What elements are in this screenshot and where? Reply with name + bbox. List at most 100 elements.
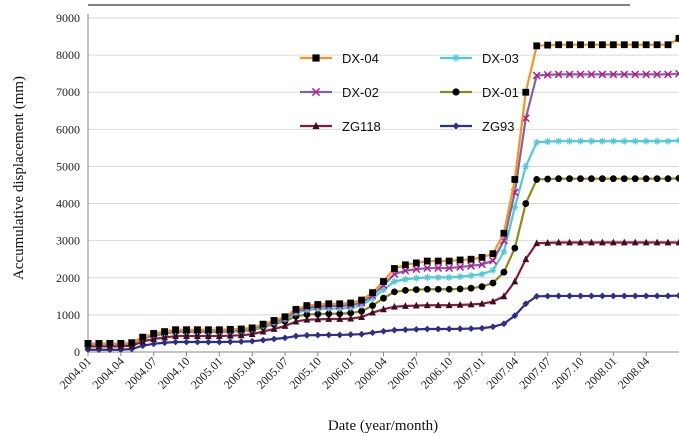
- x-tick-label: 2008.01: [582, 354, 619, 391]
- data-point: [423, 301, 431, 309]
- data-point: [675, 292, 679, 299]
- data-point: [215, 338, 223, 346]
- data-point: [401, 326, 409, 334]
- data-point: [183, 326, 190, 334]
- legend-entry: DX-03: [440, 51, 519, 66]
- data-point: [631, 137, 639, 145]
- data-point: [642, 70, 651, 79]
- legend-marker: [312, 54, 320, 62]
- data-point: [183, 332, 190, 339]
- y-tick-label: 8000: [56, 48, 80, 62]
- data-point: [150, 340, 158, 348]
- data-point: [314, 301, 322, 308]
- data-point: [489, 256, 497, 265]
- legend-label: ZG118: [342, 119, 381, 134]
- data-point: [303, 306, 311, 314]
- data-point: [620, 137, 628, 145]
- y-tick-label: 1000: [56, 308, 80, 322]
- data-point: [117, 340, 125, 347]
- data-point: [237, 331, 245, 339]
- data-point: [445, 264, 454, 273]
- data-point: [566, 292, 573, 300]
- data-point: [106, 340, 114, 347]
- data-point: [566, 238, 573, 246]
- legend-label: ZG93: [482, 119, 515, 134]
- data-point: [533, 239, 541, 247]
- data-point: [215, 332, 223, 339]
- data-point: [577, 292, 584, 300]
- data-point: [642, 137, 650, 145]
- legend: DX-04 DX-03 DX-02 DX-01 ZG118 ZG93: [300, 51, 519, 134]
- data-point: [358, 313, 366, 321]
- data-point: [598, 41, 606, 49]
- data-point: [161, 328, 169, 335]
- data-point: [467, 300, 475, 308]
- x-tick-label: 2007.01: [451, 354, 488, 391]
- data-point: [511, 277, 519, 285]
- data-point: [532, 71, 541, 80]
- data-point: [522, 88, 530, 96]
- data-point: [598, 238, 606, 246]
- data-point: [511, 176, 519, 183]
- x-tick-label: 2007.10: [549, 354, 586, 391]
- data-point: [423, 325, 431, 333]
- data-point: [664, 41, 672, 49]
- data-point: [478, 260, 486, 269]
- data-point: [576, 70, 585, 79]
- data-point: [609, 292, 617, 300]
- x-tick-label: 2004.10: [155, 354, 192, 391]
- data-point: [500, 320, 508, 328]
- data-point: [620, 41, 628, 49]
- legend-marker: [452, 122, 460, 130]
- data-point: [434, 257, 442, 265]
- data-point: [631, 292, 639, 300]
- series-line: [88, 72, 679, 345]
- data-point: [226, 338, 234, 346]
- data-point: [369, 289, 376, 297]
- data-point: [204, 338, 212, 346]
- data-point: [664, 70, 672, 79]
- data-point: [226, 325, 234, 333]
- data-point: [664, 137, 672, 145]
- data-point: [237, 325, 245, 333]
- data-point: [128, 339, 136, 347]
- x-tick-label: 2005.04: [221, 354, 258, 391]
- data-point: [664, 238, 672, 246]
- data-point: [511, 244, 519, 252]
- data-point: [544, 292, 552, 300]
- data-point: [391, 302, 398, 310]
- data-point: [555, 175, 563, 183]
- legend-label: DX-03: [482, 51, 519, 66]
- data-point: [566, 41, 573, 49]
- data-point: [391, 265, 398, 272]
- data-point: [248, 337, 256, 345]
- x-tick-label: 2005.07: [254, 354, 291, 391]
- x-tick-label: 2006.04: [352, 354, 389, 391]
- data-point: [554, 70, 563, 79]
- data-point: [303, 315, 311, 323]
- data-point: [347, 304, 355, 312]
- x-tick-labels: 2004.012004.042004.072004.102005.012005.…: [57, 352, 652, 392]
- data-point: [653, 137, 661, 145]
- data-point: [314, 310, 322, 318]
- data-point: [401, 302, 409, 309]
- data-point: [609, 70, 618, 79]
- data-point: [588, 41, 595, 49]
- data-point: [478, 299, 486, 307]
- data-point: [347, 314, 355, 322]
- data-point: [598, 70, 607, 79]
- data-point: [226, 331, 234, 339]
- legend-entry: DX-02: [300, 85, 379, 100]
- data-point: [598, 292, 606, 300]
- data-point: [401, 286, 409, 294]
- legend-entry: ZG118: [300, 119, 381, 134]
- x-tick-label: 2004.07: [122, 354, 159, 391]
- y-tick-label: 0: [74, 345, 80, 359]
- data-point: [478, 253, 486, 261]
- data-point: [445, 274, 453, 281]
- data-point: [642, 292, 650, 300]
- data-point: [544, 175, 552, 183]
- data-point: [522, 163, 530, 170]
- x-axis-label: Date (year/month): [328, 418, 438, 434]
- data-point: [161, 339, 169, 347]
